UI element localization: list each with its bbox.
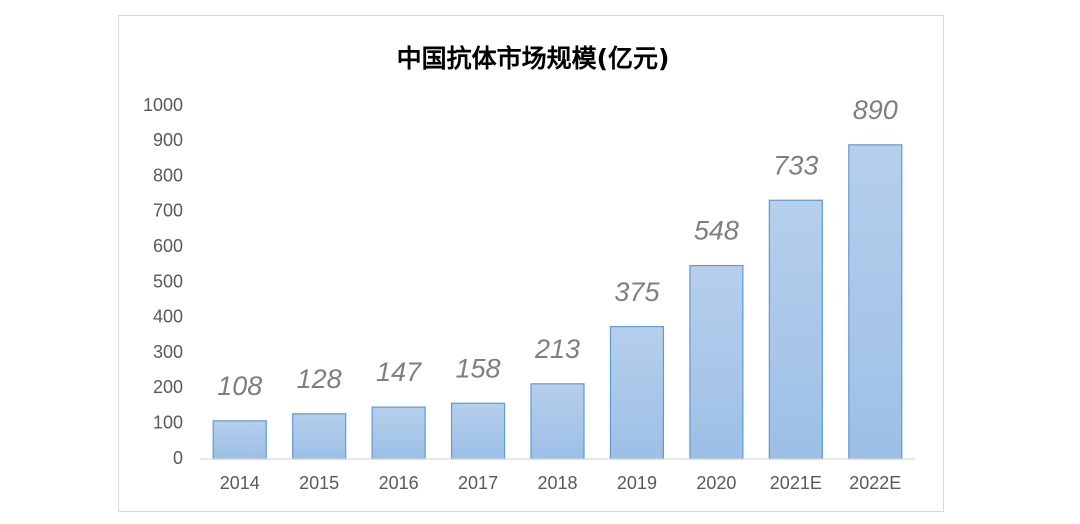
x-tick-label: 2022E: [849, 473, 901, 493]
bar: [768, 199, 823, 460]
x-tick-label: 2021E: [770, 473, 822, 493]
bar: [371, 406, 426, 460]
value-label: 548: [694, 216, 739, 246]
bar: [450, 402, 506, 460]
y-tick-label: 900: [153, 130, 183, 150]
value-label: 375: [614, 277, 660, 307]
x-tick-label: 2016: [379, 473, 419, 493]
value-label: 733: [773, 150, 818, 180]
y-tick-label: 600: [153, 236, 183, 256]
y-tick-label: 200: [153, 377, 183, 397]
x-tick-label: 2018: [537, 473, 577, 493]
value-label: 890: [853, 95, 898, 125]
value-label: 147: [376, 357, 422, 387]
y-tick-label: 800: [153, 165, 183, 185]
bar: [689, 264, 744, 460]
x-tick-label: 2019: [617, 473, 657, 493]
y-tick-label: 300: [153, 342, 183, 362]
value-label: 128: [297, 364, 342, 394]
y-tick-label: 1000: [143, 95, 183, 115]
y-tick-label: 700: [153, 201, 183, 221]
x-tick-label: 2020: [696, 473, 736, 493]
bar: [530, 383, 585, 460]
x-tick-label: 2017: [458, 473, 498, 493]
chart-title: 中国抗体市场规模(亿元): [397, 44, 670, 73]
y-tick-label: 100: [153, 412, 183, 432]
bar: [848, 144, 903, 460]
bar: [609, 326, 665, 460]
value-label: 158: [456, 353, 501, 383]
x-tick-label: 2015: [299, 473, 339, 493]
x-tick-label: 2014: [220, 473, 260, 493]
value-label: 213: [534, 334, 580, 364]
value-label: 108: [217, 371, 262, 401]
y-tick-label: 500: [153, 271, 183, 291]
bar: [292, 413, 347, 460]
y-tick-label: 0: [173, 448, 183, 468]
bar: [212, 420, 267, 460]
y-tick-label: 400: [153, 307, 183, 327]
